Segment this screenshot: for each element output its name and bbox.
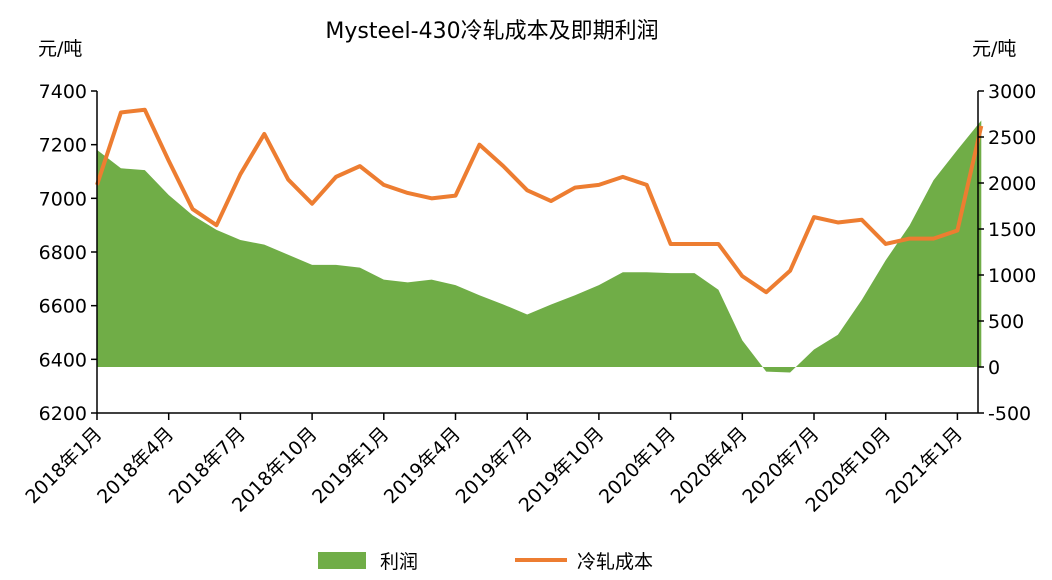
cost-line xyxy=(95,107,984,295)
y2-tick-label: 0 xyxy=(988,357,1000,379)
x-tick-label: 2020年1月 xyxy=(595,423,680,508)
y2-tick-label: 2000 xyxy=(988,173,1036,195)
y-tick-label: 7400 xyxy=(39,81,87,103)
y2-tick-label: 1000 xyxy=(988,265,1036,287)
legend-swatch xyxy=(318,552,366,569)
y2-tick-label: -500 xyxy=(988,403,1031,425)
profit-area xyxy=(97,120,982,373)
x-tick-label: 2018年1月 xyxy=(21,423,106,508)
y2-tick-label: 500 xyxy=(988,311,1024,333)
y-axis-label: 元/吨 xyxy=(38,38,82,60)
legend-label: 冷轧成本 xyxy=(577,551,653,573)
x-tick-label: 2021年1月 xyxy=(882,423,967,508)
x-tick-label: 2020年4月 xyxy=(667,423,752,508)
y-tick-label: 7000 xyxy=(39,188,87,210)
y-tick-label: 7200 xyxy=(39,135,87,157)
y2-tick-label: 1500 xyxy=(988,219,1036,241)
x-tick-label: 2018年4月 xyxy=(93,423,178,508)
y-tick-label: 6800 xyxy=(39,242,87,264)
x-tick-label: 2019年4月 xyxy=(380,423,465,508)
y2-tick-label: 3000 xyxy=(988,81,1036,103)
y2-axis-label: 元/吨 xyxy=(972,38,1016,60)
y2-tick-label: 2500 xyxy=(988,127,1036,149)
x-tick-label: 2019年1月 xyxy=(308,423,393,508)
chart-title: Mysteel-430冷轧成本及即期利润 xyxy=(325,19,658,44)
y-tick-label: 6400 xyxy=(39,349,87,371)
y-tick-label: 6200 xyxy=(39,403,87,425)
legend-label: 利润 xyxy=(380,551,418,573)
y-tick-label: 6600 xyxy=(39,296,87,318)
